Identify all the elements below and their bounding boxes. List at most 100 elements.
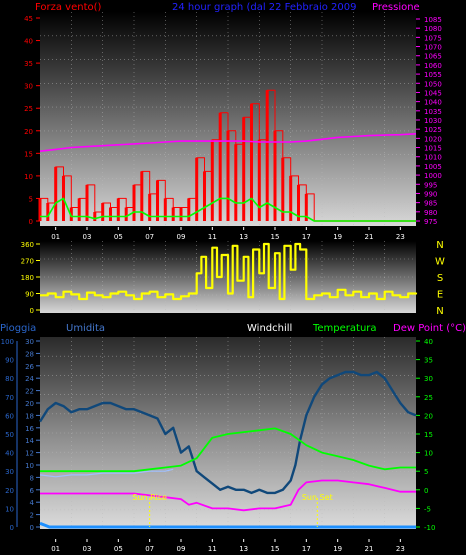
wind-speed-tick-label: 35 bbox=[24, 60, 33, 68]
hour-tick-label: 01 bbox=[51, 233, 60, 241]
temperature-panel-series bbox=[38, 370, 417, 529]
rain-axis: 0 10 20 30 40 50 60 70 80 90 100 bbox=[1, 338, 18, 532]
direction-tick-label: 0 bbox=[30, 307, 34, 315]
pressure-tick-label: 985 bbox=[424, 200, 437, 208]
rain-tick-label: 10 bbox=[5, 505, 14, 513]
pressure-tick-label: 1010 bbox=[424, 154, 442, 162]
legend-entry: Temperatura bbox=[312, 323, 377, 334]
graph-title: 24 hour graph (dal 22 Febbraio 2009 bbox=[172, 2, 357, 13]
humidity-line bbox=[38, 370, 417, 495]
hour-tick-label: 03 bbox=[83, 545, 92, 553]
wind-speed-axis: 0 5 10 15 20 25 30 35 40 45 bbox=[24, 15, 40, 226]
direction-tick-label: 90 bbox=[25, 291, 34, 299]
rain-tick-label: 70 bbox=[5, 394, 14, 402]
hour-tick-label: 13 bbox=[239, 233, 248, 241]
pressure-tick-label: 1055 bbox=[424, 71, 442, 79]
humidity-tick-label: 2 bbox=[30, 512, 34, 520]
windchill-line bbox=[39, 468, 174, 478]
direction-panel-series bbox=[40, 242, 418, 301]
temperature-tick-label: -5 bbox=[424, 505, 431, 513]
rain-tick-label: 60 bbox=[5, 412, 14, 420]
rain-tick-label: 100 bbox=[1, 338, 14, 346]
legend-entry: Umidita bbox=[66, 323, 105, 334]
humidity-tick-label: 16 bbox=[25, 425, 34, 433]
humidity-tick-label: 20 bbox=[25, 400, 34, 408]
hour-tick-label: 19 bbox=[333, 545, 342, 553]
sun-annotations: Sun Rise Sun Set bbox=[132, 493, 333, 527]
legend-entry: Pioggia bbox=[0, 323, 36, 334]
wind-speed-tick-label: 45 bbox=[24, 15, 33, 23]
temperature-tick-label: 40 bbox=[424, 338, 433, 346]
rain-tick-label: 40 bbox=[5, 450, 14, 458]
temperature-tick-label: 15 bbox=[424, 431, 433, 439]
humidity-tick-label: 4 bbox=[30, 499, 35, 507]
humidity-tick-label: 6 bbox=[30, 487, 35, 495]
dewpoint-line bbox=[40, 479, 416, 512]
temperature-tick-label: -10 bbox=[424, 524, 435, 532]
pressure-tick-label: 990 bbox=[424, 190, 437, 198]
hour-tick-label: 11 bbox=[208, 545, 217, 553]
temperature-tick-label: 35 bbox=[424, 357, 433, 365]
pressure-tick-label: 1040 bbox=[424, 99, 442, 107]
rain-tick-label: 50 bbox=[5, 431, 14, 439]
hour-tick-label: 21 bbox=[365, 233, 374, 241]
pressure-tick-label: 980 bbox=[424, 209, 437, 217]
wind-panel-series bbox=[38, 89, 417, 222]
wind-speed-tick-label: 20 bbox=[24, 128, 33, 136]
wind-panel-hour-axis: 01 03 05 07 09 11 13 15 17 19 21 23 bbox=[51, 227, 405, 241]
pressure-axis: 9759809859909951000100510101015102010251… bbox=[416, 16, 442, 226]
hour-tick-label: 15 bbox=[271, 545, 280, 553]
compass-letter: W bbox=[435, 257, 445, 268]
temperature-panel-hour-axis: 01 03 05 07 09 11 13 15 17 19 21 23 bbox=[51, 539, 405, 553]
rain-line bbox=[39, 521, 416, 529]
hour-tick-label: 05 bbox=[114, 545, 123, 553]
hour-tick-label: 13 bbox=[239, 545, 248, 553]
humidity-tick-label: 14 bbox=[25, 437, 34, 445]
pressure-tick-label: 1045 bbox=[424, 89, 442, 97]
pressure-tick-label: 1080 bbox=[424, 25, 442, 33]
rain-tick-label: 0 bbox=[10, 524, 14, 532]
direction-degree-axis: 0 90 180 270 360 bbox=[21, 241, 40, 315]
sun-marker-label: Sun Set bbox=[302, 493, 333, 502]
hour-tick-label: 23 bbox=[396, 233, 405, 241]
pressure-tick-label: 1030 bbox=[424, 117, 442, 125]
compass-letter: S bbox=[437, 273, 443, 284]
pressure-tick-label: 1005 bbox=[424, 163, 442, 171]
right-axis-title: Pressione bbox=[372, 2, 420, 13]
direction-tick-label: 360 bbox=[21, 241, 34, 249]
pressure-tick-label: 995 bbox=[424, 181, 437, 189]
hour-tick-label: 09 bbox=[177, 545, 186, 553]
humidity-tick-label: 28 bbox=[25, 350, 34, 358]
humidity-tick-label: 30 bbox=[25, 338, 34, 346]
hour-tick-label: 07 bbox=[145, 545, 154, 553]
humidity-tick-label: 18 bbox=[25, 412, 34, 420]
rain-tick-label: 30 bbox=[5, 468, 14, 476]
wind-speed-tick-label: 40 bbox=[24, 38, 33, 46]
wind-speed-tick-label: 5 bbox=[29, 195, 33, 203]
hour-tick-label: 05 bbox=[114, 233, 123, 241]
direction-tick-label: 180 bbox=[21, 274, 34, 282]
wind-speed-tick-label: 0 bbox=[29, 218, 33, 226]
temperature-panel-grid bbox=[40, 337, 416, 529]
temperature-tick-label: 0 bbox=[424, 487, 428, 495]
temperature-axis: -10 -5 0 5 10 15 20 25 30 35 40 bbox=[416, 338, 435, 532]
temperature-tick-label: 5 bbox=[424, 468, 428, 476]
hour-tick-label: 09 bbox=[177, 233, 186, 241]
legend-entry: Dew Point (°C) bbox=[393, 323, 466, 334]
temperature-line bbox=[40, 427, 416, 473]
hour-tick-label: 17 bbox=[302, 233, 311, 241]
hour-tick-label: 17 bbox=[302, 545, 311, 553]
rain-tick-label: 20 bbox=[5, 487, 14, 495]
pressure-tick-label: 1050 bbox=[424, 80, 442, 88]
hour-tick-label: 15 bbox=[271, 233, 280, 241]
wind-direction-line bbox=[40, 242, 418, 301]
pressure-tick-label: 1075 bbox=[424, 34, 442, 42]
hour-tick-label: 11 bbox=[208, 233, 217, 241]
pressure-tick-label: 1060 bbox=[424, 62, 442, 70]
temperature-tick-label: 30 bbox=[424, 375, 433, 383]
hour-tick-label: 21 bbox=[365, 545, 374, 553]
humidity-tick-label: 8 bbox=[30, 474, 34, 482]
